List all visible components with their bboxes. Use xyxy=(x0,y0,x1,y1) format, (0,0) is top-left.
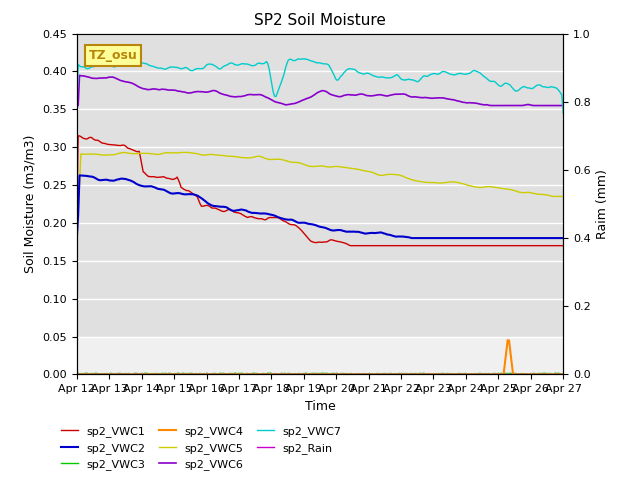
Y-axis label: Raim (mm): Raim (mm) xyxy=(596,169,609,239)
Bar xyxy=(77,336,563,374)
Bar xyxy=(77,34,563,336)
X-axis label: Time: Time xyxy=(305,400,335,413)
Y-axis label: Soil Moisture (m3/m3): Soil Moisture (m3/m3) xyxy=(24,135,36,273)
Text: TZ_osu: TZ_osu xyxy=(89,49,138,62)
Title: SP2 Soil Moisture: SP2 Soil Moisture xyxy=(254,13,386,28)
Legend: sp2_VWC1, sp2_VWC2, sp2_VWC3, sp2_VWC4, sp2_VWC5, sp2_VWC6, sp2_VWC7, sp2_Rain: sp2_VWC1, sp2_VWC2, sp2_VWC3, sp2_VWC4, … xyxy=(57,422,346,474)
